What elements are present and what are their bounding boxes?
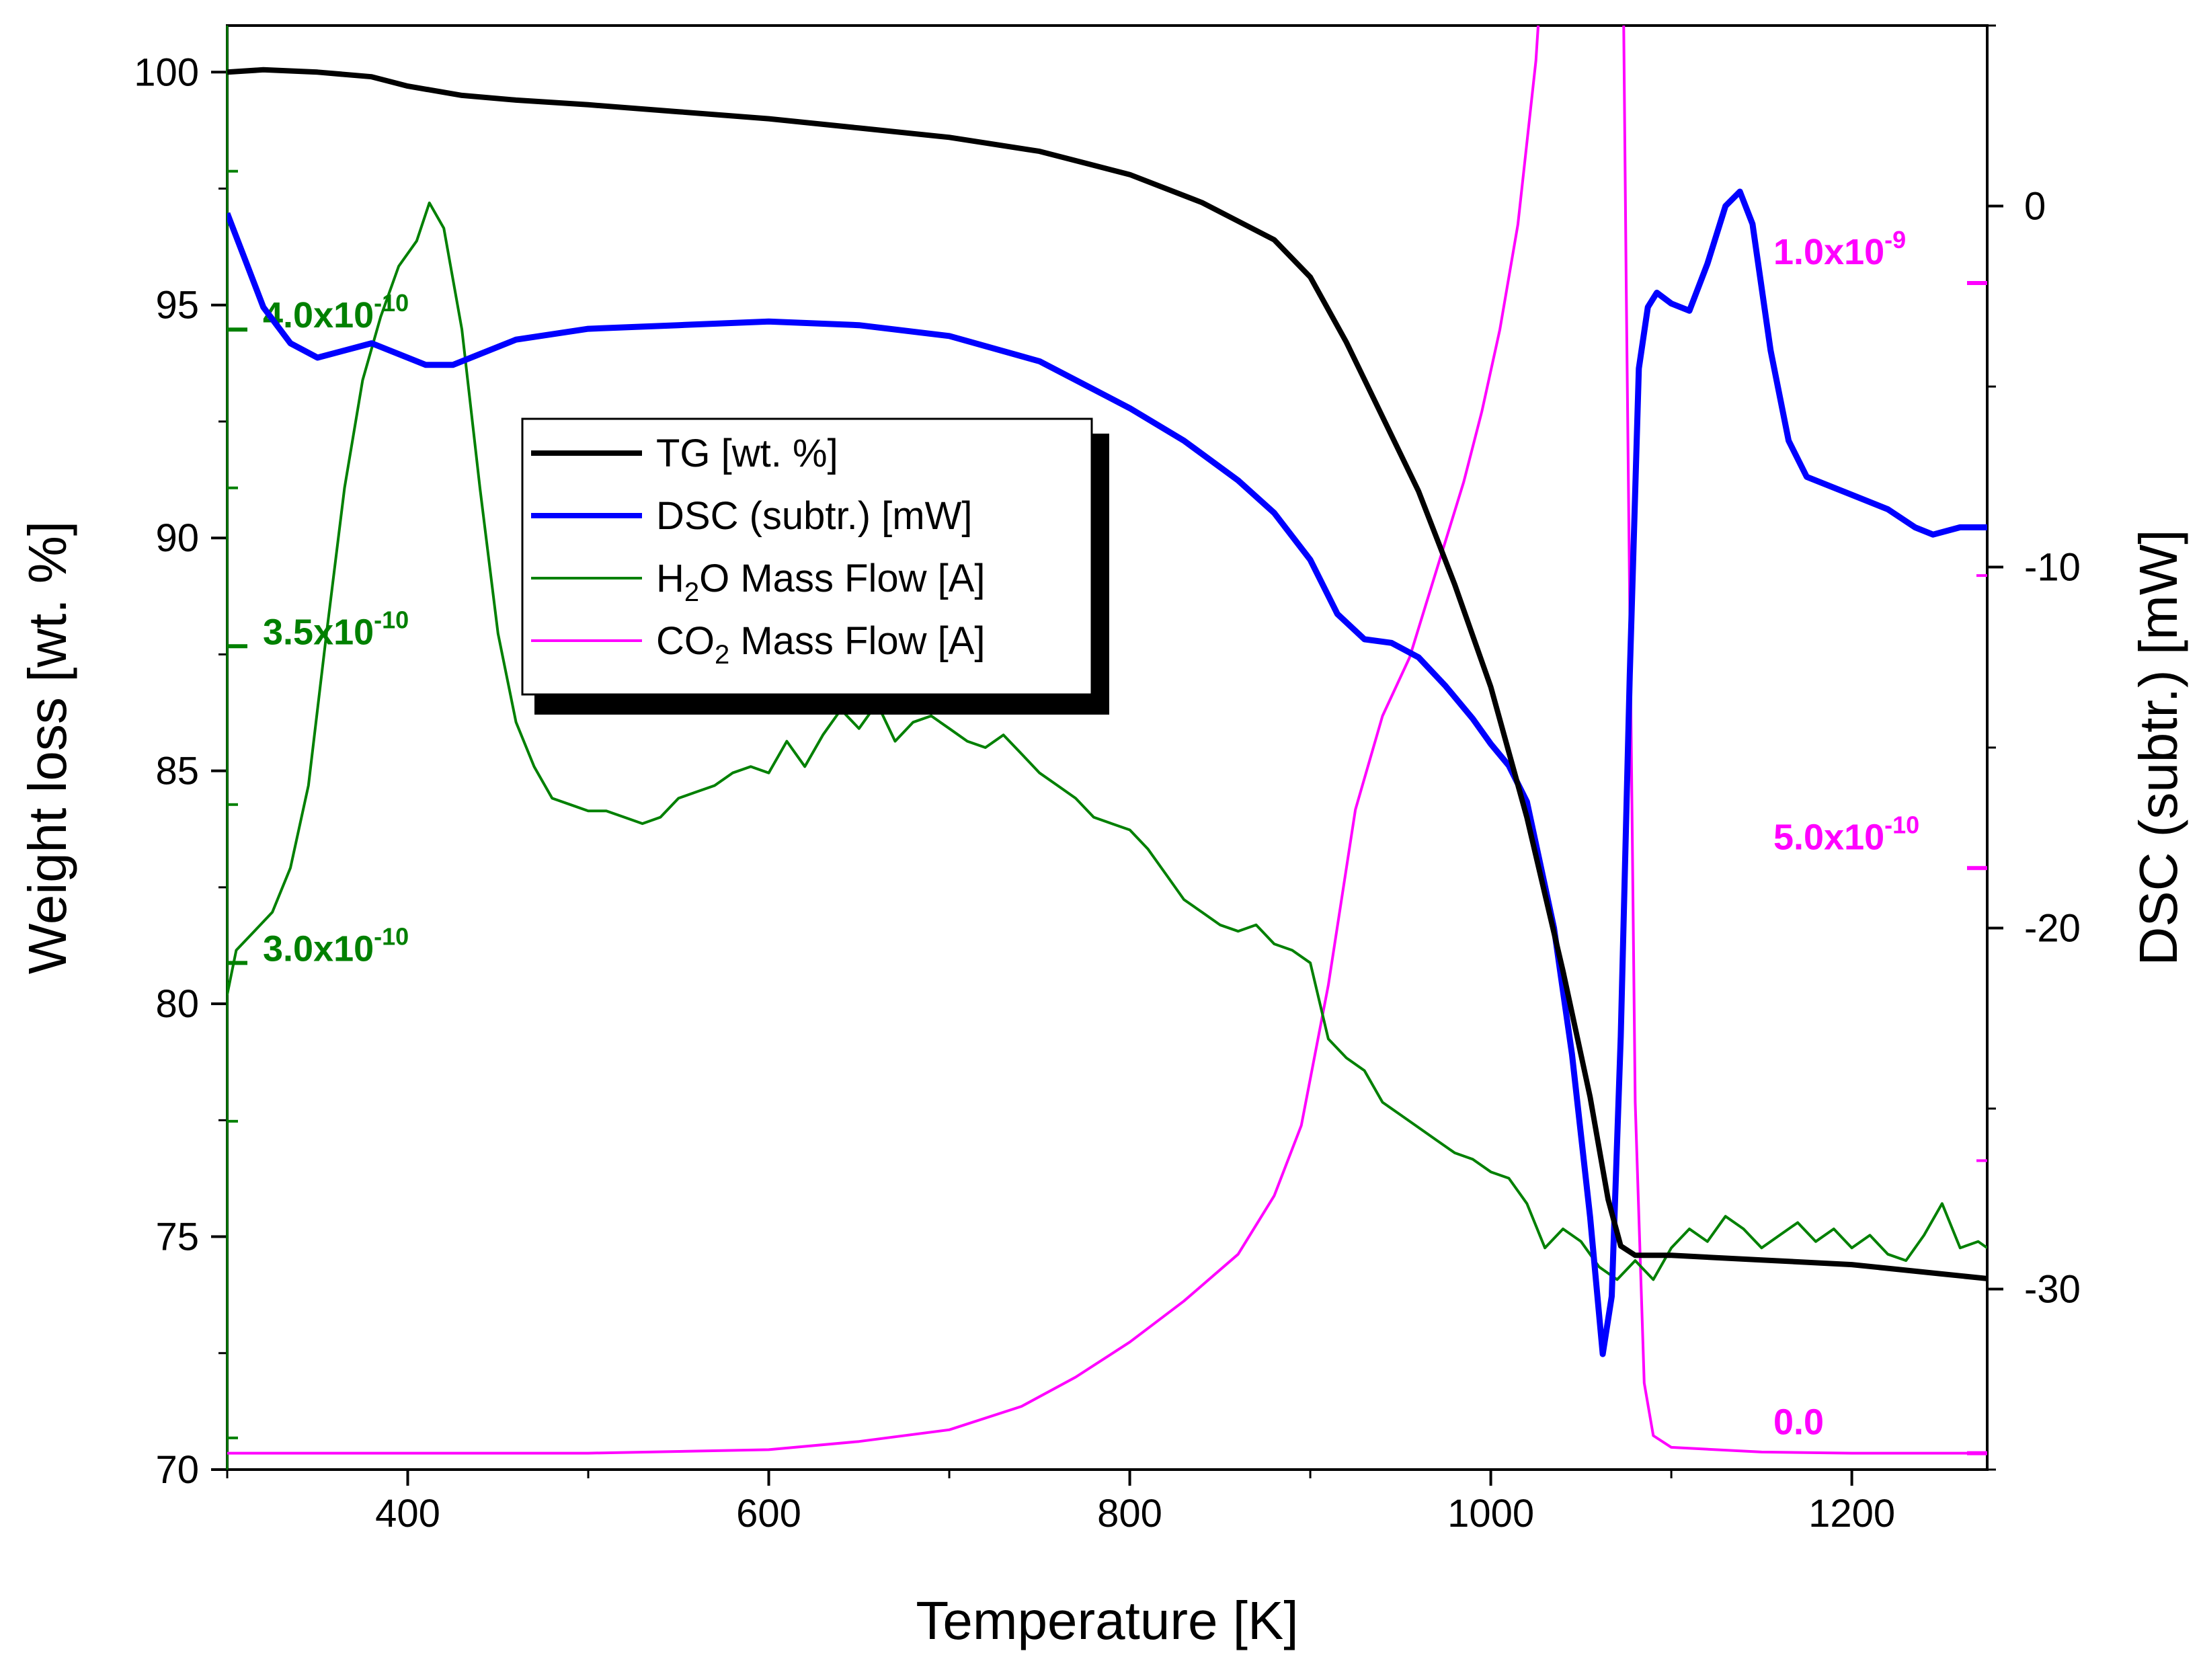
legend-co2-label: CO2 Mass Flow [A] [656,619,986,670]
legend-box [521,417,1093,696]
left-axis-ticks: 70 75 80 85 90 95 100 [134,50,227,1492]
x-tick-label: 1200 [1808,1492,1895,1535]
right-tick-label: 0 [2024,185,2046,229]
x-tick-label: 800 [1097,1492,1162,1535]
x-axis-ticks: 400 600 800 1000 1200 [226,1470,1895,1535]
left-tick-label: 85 [155,750,199,793]
right-axis-title: DSC (subtr.) [mW] [2128,530,2188,966]
tg-line [227,67,1987,1281]
x-tick-label: 600 [736,1492,801,1535]
right-tick-label: -30 [2024,1268,2081,1312]
right-tick-label: -20 [2024,907,2081,951]
left-tick-label: 95 [155,284,199,327]
right-tick-label: -10 [2024,546,2081,590]
h2o-tick-label: 3.5x10-10 [263,606,409,652]
right-axis-ticks: -30 -20 -10 0 [1987,24,2081,1471]
co2-tick-label: 1.0x10-9 [1773,226,1906,272]
co2-tick-label: 5.0x10-10 [1773,811,1919,857]
legend-h2o-label: H2O Mass Flow [A] [656,557,986,607]
h2o-tick-label: 3.0x10-10 [263,922,409,969]
left-tick-label: 75 [155,1215,199,1259]
left-tick-label: 80 [155,982,199,1026]
left-tick-label: 100 [134,50,199,94]
legend-dsc-label: DSC (subtr.) [mW] [656,494,972,538]
x-tick-label: 400 [375,1492,440,1535]
co2-mass-flow-line [227,26,1987,1455]
plot-frame [226,24,1989,1471]
co2-tick-label: 0.0 [1773,1402,1824,1443]
left-tick-label: 90 [155,516,199,560]
x-tick-label: 1000 [1447,1492,1534,1535]
x-axis-title: Temperature [K] [916,1591,1298,1650]
left-tick-label: 70 [155,1448,199,1492]
h2o-mass-flow-line [227,201,1987,1281]
legend: TG [wt. %] DSC (subtr.) [mW] H2O Mass Fl… [521,417,1109,715]
legend-tg-label: TG [wt. %] [656,432,838,475]
series-area [227,26,1987,1455]
co2-axis-ticks: 0.0 5.0x10-10 1.0x10-9 [1773,226,1987,1455]
dsc-line [227,188,1987,1357]
h2o-axis-ticks: 3.0x10-103.5x10-104.0x10-10 [226,26,409,1470]
left-axis-title: Weight loss [wt. %] [17,521,77,974]
